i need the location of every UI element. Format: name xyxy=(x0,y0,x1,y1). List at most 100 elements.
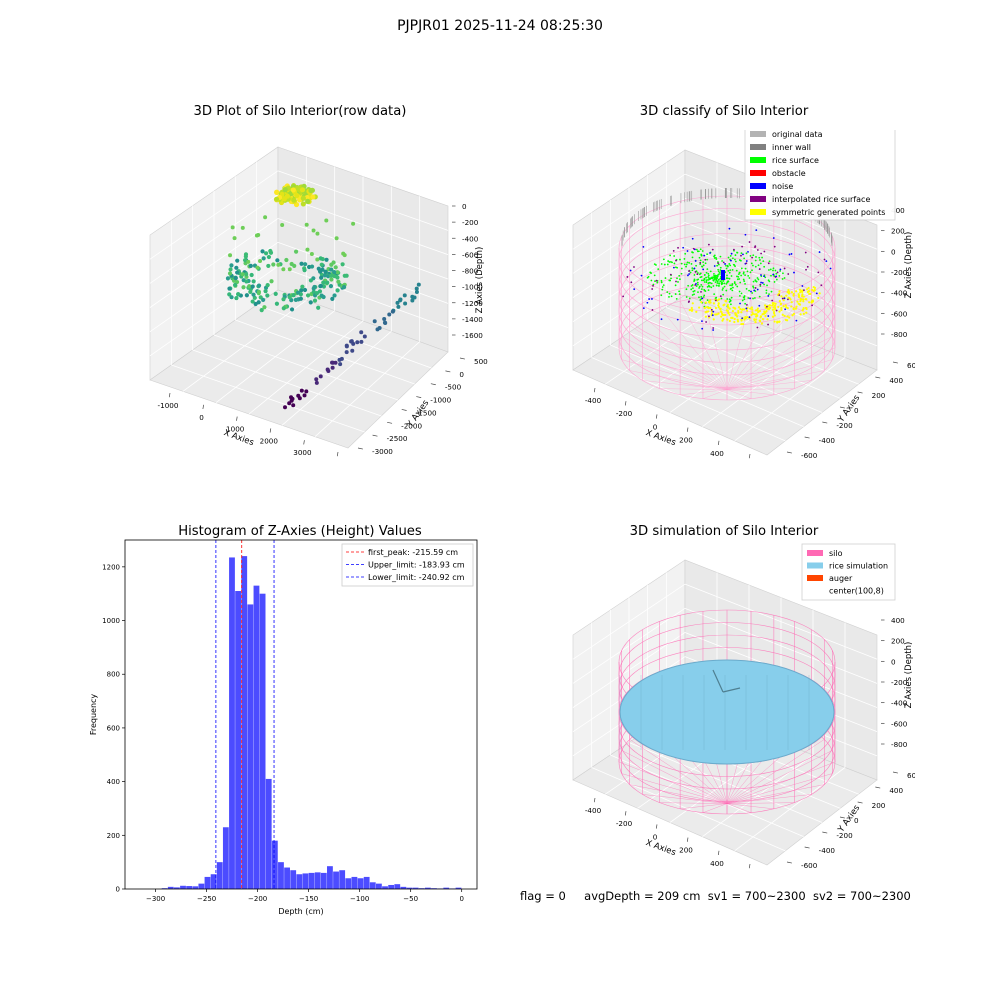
histogram-bar xyxy=(443,887,450,889)
cls-rice-point xyxy=(766,284,768,287)
cls-rice-point xyxy=(702,261,705,263)
cls-rice-point xyxy=(722,287,724,290)
cls-rice-point xyxy=(704,262,707,265)
raw-point xyxy=(248,289,253,295)
cls-rice-point xyxy=(693,289,696,292)
cls-rice-point xyxy=(688,297,691,300)
cls-silo-spoke xyxy=(642,380,728,390)
cls-symmetric-point xyxy=(805,307,808,311)
cls-symmetric-point xyxy=(774,306,777,310)
raw-point xyxy=(229,263,234,268)
cls-noise-point xyxy=(673,266,675,269)
cls-x-axis-label: X Axies xyxy=(644,428,677,448)
cls-symmetric-point xyxy=(779,303,782,306)
sim-x-tick-label: 0 xyxy=(653,832,658,841)
cls-rice-point xyxy=(676,266,679,269)
raw-point xyxy=(291,197,297,203)
cls-symmetric-point xyxy=(798,303,801,306)
cls-symmetric-point xyxy=(728,319,731,323)
cls-symmetric-point xyxy=(792,308,795,311)
cls-symmetric-point xyxy=(709,299,712,302)
cls-symmetric-point xyxy=(772,310,776,314)
raw-point xyxy=(311,228,316,233)
raw-point xyxy=(232,282,238,288)
raw-point xyxy=(338,362,343,367)
cls-noise-point xyxy=(793,271,795,274)
cls-rice-point xyxy=(727,280,729,283)
cls-symmetric-point xyxy=(695,310,698,313)
cls-symmetric-point xyxy=(760,322,764,325)
cls-rice-point xyxy=(684,252,687,255)
raw-point xyxy=(290,187,296,193)
cls-noise-point xyxy=(771,299,774,302)
raw-point xyxy=(240,272,245,277)
raw-point xyxy=(322,273,327,278)
cls-silo-spoke xyxy=(680,389,728,396)
cls-noise-point xyxy=(741,317,744,320)
cls-rice-point xyxy=(754,259,757,262)
cls-symmetric-point xyxy=(802,298,805,301)
cls-rice-point xyxy=(768,293,770,296)
raw-point xyxy=(287,401,292,406)
cls-rice-point xyxy=(751,269,753,272)
raw-point xyxy=(266,263,271,269)
cls-rice-point xyxy=(699,272,702,275)
raw-point xyxy=(265,283,270,288)
cls-noise-point xyxy=(705,321,708,323)
cls-rice-point xyxy=(736,275,738,278)
cls-symmetric-point xyxy=(813,288,816,292)
raw-point xyxy=(319,262,324,267)
cls-symmetric-point xyxy=(759,320,762,323)
raw-point xyxy=(344,350,349,355)
raw-point xyxy=(241,285,246,290)
cls-rice-point xyxy=(747,275,750,277)
raw-point xyxy=(225,276,231,281)
raw-z-tick-label: -1600 xyxy=(462,331,483,340)
cls-symmetric-point xyxy=(733,317,736,321)
cls-silo-spoke xyxy=(679,301,728,390)
cls-noise-point xyxy=(784,308,787,311)
raw-point xyxy=(263,251,269,256)
cls-rice-point xyxy=(768,280,771,283)
cls-noise-point xyxy=(648,298,651,300)
raw-point xyxy=(281,306,286,311)
cls-symmetric-point xyxy=(778,320,781,323)
cls-rice-point xyxy=(699,299,702,301)
raw-point xyxy=(297,396,302,401)
raw-point xyxy=(315,257,320,262)
cls-symmetric-point xyxy=(808,301,811,304)
histogram-bar xyxy=(339,870,346,889)
cls-rice-point xyxy=(729,299,732,302)
cls-rice-point xyxy=(779,270,782,272)
cls-rice-point xyxy=(701,250,704,252)
cls-noise-point xyxy=(626,276,629,278)
cls-rice-point xyxy=(702,279,705,282)
cls-noise-point xyxy=(711,314,714,317)
cls-rice-point xyxy=(686,261,689,264)
raw-point xyxy=(287,295,292,300)
cls-rice-point xyxy=(727,256,730,259)
raw-point xyxy=(230,225,235,230)
raw-y-tick xyxy=(459,357,465,360)
cls-symmetric-point xyxy=(808,292,811,295)
raw-point xyxy=(235,258,240,263)
cls-symmetric-point xyxy=(786,315,789,318)
raw-point xyxy=(351,221,356,226)
cls-symmetric-point xyxy=(728,313,731,316)
cls-rice-point xyxy=(677,281,679,283)
cls-legend-swatch xyxy=(750,209,766,215)
sim-silo-spoke xyxy=(621,750,728,804)
cls-rice-point xyxy=(740,252,743,255)
cls-rice-point xyxy=(671,261,673,264)
histogram-bar xyxy=(173,887,180,889)
cls-noise-point xyxy=(755,229,758,232)
cls-symmetric-point xyxy=(726,318,729,321)
cls-rice-point xyxy=(772,269,774,272)
cls-rice-point xyxy=(705,271,708,274)
cls-noise-point xyxy=(700,290,702,293)
cls-rice-point xyxy=(731,289,734,292)
cls-rice-point xyxy=(687,284,690,287)
sim-silo-spoke xyxy=(726,761,836,804)
raw-point xyxy=(330,296,335,301)
cls-rice-point xyxy=(762,260,765,262)
